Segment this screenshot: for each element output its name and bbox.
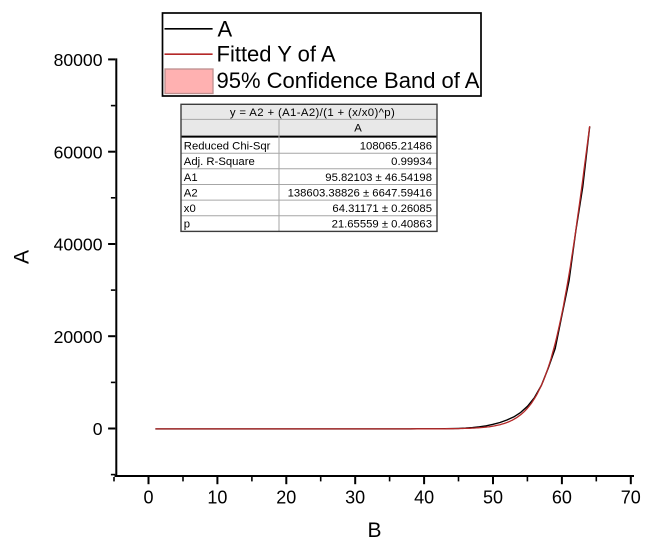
svg-text:70: 70 <box>621 488 641 508</box>
svg-text:80000: 80000 <box>54 50 103 70</box>
svg-text:95% Confidence Band of A: 95% Confidence Band of A <box>217 68 480 93</box>
svg-text:60: 60 <box>552 488 572 508</box>
svg-text:p: p <box>184 219 190 231</box>
svg-text:Reduced Chi-Sqr: Reduced Chi-Sqr <box>184 141 271 153</box>
svg-text:64.31171 ± 0.26085: 64.31171 ± 0.26085 <box>332 203 432 215</box>
svg-text:50: 50 <box>483 488 503 508</box>
svg-text:20: 20 <box>276 488 296 508</box>
svg-text:108065.21486: 108065.21486 <box>360 141 432 153</box>
svg-text:B: B <box>367 519 381 542</box>
svg-text:A2: A2 <box>184 187 198 199</box>
svg-text:95.82103 ± 46.54198: 95.82103 ± 46.54198 <box>325 172 432 184</box>
svg-text:y = A2 + (A1-A2)/(1 + (x/x0)^p: y = A2 + (A1-A2)/(1 + (x/x0)^p) <box>230 107 395 119</box>
svg-text:0: 0 <box>93 419 103 439</box>
svg-text:A: A <box>11 250 34 264</box>
svg-text:10: 10 <box>207 488 227 508</box>
svg-text:60000: 60000 <box>54 142 103 162</box>
svg-text:138603.38826 ± 6647.59416: 138603.38826 ± 6647.59416 <box>288 187 432 199</box>
svg-text:21.65559 ± 0.40863: 21.65559 ± 0.40863 <box>332 219 432 231</box>
svg-text:A: A <box>354 123 362 135</box>
svg-text:40000: 40000 <box>54 235 103 255</box>
svg-text:x0: x0 <box>184 203 196 215</box>
svg-text:0: 0 <box>143 488 153 508</box>
svg-text:20000: 20000 <box>54 327 103 347</box>
svg-text:30: 30 <box>345 488 365 508</box>
svg-text:Adj. R-Square: Adj. R-Square <box>184 156 255 168</box>
svg-text:Fitted Y of A: Fitted Y of A <box>217 42 336 67</box>
svg-text:A1: A1 <box>184 172 198 184</box>
svg-text:40: 40 <box>414 488 434 508</box>
svg-text:A: A <box>218 16 233 41</box>
svg-text:0.99934: 0.99934 <box>391 156 432 168</box>
